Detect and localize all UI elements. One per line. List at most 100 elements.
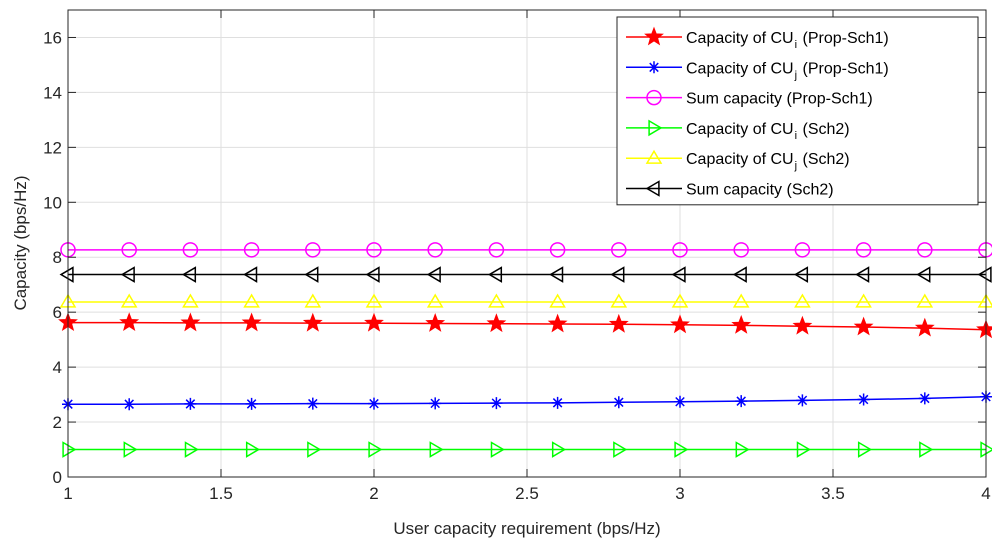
data-point (368, 397, 380, 410)
data-point (792, 315, 813, 335)
data-point (365, 266, 380, 283)
data-point (486, 313, 507, 333)
legend-label-main: Sum capacity (Prop-Sch1) (686, 91, 873, 108)
data-point (547, 313, 568, 333)
data-point (549, 266, 564, 283)
legend-entry: Capacity of CUi (Prop-Sch1) (626, 26, 889, 51)
legend: Capacity of CUi (Prop-Sch1)Capacity of C… (616, 16, 979, 206)
data-point (119, 312, 140, 332)
x-axis-label: User capacity requirement (bps/Hz) (393, 519, 660, 538)
data-point (794, 242, 811, 258)
legend-label: Capacity of CUi (Sch2) (686, 121, 850, 142)
data-point (551, 396, 564, 409)
data-point (241, 312, 262, 332)
data-point (304, 266, 319, 283)
data-point (674, 395, 686, 408)
data-point (182, 293, 199, 308)
data-point (365, 293, 383, 308)
data-point (306, 397, 319, 410)
data-point (732, 293, 750, 308)
data-point (426, 293, 444, 308)
legend-label-tail: (Prop-Sch1) (798, 60, 889, 77)
data-point (549, 242, 566, 258)
legend-label-main: Capacity of CU (686, 121, 794, 138)
legend-label-subscript: i (795, 39, 797, 51)
data-point (735, 395, 748, 408)
y-tick-label: 12 (43, 138, 62, 157)
data-point (549, 293, 566, 308)
data-point (980, 441, 992, 458)
data-point (184, 441, 199, 458)
data-point (307, 441, 322, 458)
y-tick-label: 14 (43, 83, 62, 102)
legend-entry: Sum capacity (Sch2) (626, 180, 834, 199)
data-point (914, 317, 935, 337)
data-point (490, 441, 505, 458)
data-point (181, 266, 197, 283)
legend-entry: Capacity of CUi (Sch2) (626, 119, 850, 142)
legend-label: Sum capacity (Prop-Sch1) (686, 91, 873, 108)
data-point (670, 314, 690, 334)
legend-label-tail: (Sch2) (798, 121, 850, 138)
legend-label-main: Capacity of CU (686, 60, 794, 77)
data-point (610, 293, 628, 308)
data-point (608, 313, 629, 333)
data-point (62, 441, 77, 458)
legend-marker (646, 89, 662, 106)
data-point (487, 266, 503, 283)
legend-label-subscript: j (794, 69, 797, 81)
legend-label-main: Capacity of CU (686, 30, 794, 47)
legend-label: Sum capacity (Sch2) (686, 182, 834, 199)
data-point (612, 396, 625, 409)
legend-entry: Capacity of CUj (Sch2) (626, 149, 850, 172)
data-point (121, 242, 137, 258)
legend-marker (648, 61, 660, 74)
data-point (59, 266, 74, 283)
data-point (731, 314, 752, 334)
data-point (429, 441, 444, 458)
y-tick-label: 10 (43, 193, 62, 212)
data-point (796, 441, 811, 458)
legend-box (616, 16, 979, 206)
legend-label-subscript: i (795, 130, 797, 142)
legend-label-tail: (Sch2) (798, 151, 850, 168)
y-tick-label: 4 (53, 358, 62, 377)
series-5 (59, 266, 992, 283)
data-point (243, 242, 260, 258)
x-tick-label: 1.5 (209, 484, 233, 503)
legend-label-tail: (Prop-Sch1) (798, 30, 889, 47)
data-point (611, 242, 627, 258)
legend-entry: Sum capacity (Prop-Sch1) (626, 89, 873, 108)
data-point (855, 293, 872, 308)
y-axis-label: Capacity (bps/Hz) (11, 175, 30, 310)
data-point (551, 441, 567, 458)
data-point (426, 266, 441, 283)
data-point (613, 441, 628, 458)
data-point (671, 266, 686, 283)
data-point (793, 266, 809, 283)
data-point (182, 242, 199, 258)
data-point (916, 293, 934, 308)
data-point (733, 242, 749, 258)
x-tick-label: 2 (369, 484, 378, 503)
legend-marker (645, 149, 663, 164)
data-point (304, 293, 322, 308)
legend-entry: Capacity of CUj (Prop-Sch1) (626, 60, 889, 81)
data-point (427, 242, 443, 258)
series-line (68, 396, 987, 405)
data-point (855, 242, 872, 258)
data-point (853, 316, 874, 336)
data-point (364, 312, 384, 332)
data-point (366, 242, 382, 258)
legend-label: Capacity of CUj (Sch2) (686, 151, 850, 172)
legend-label: Capacity of CUj (Prop-Sch1) (686, 60, 889, 81)
data-point (120, 266, 135, 283)
data-point (429, 397, 442, 410)
data-point (919, 441, 934, 458)
data-point (123, 398, 136, 411)
legend-label-main: Sum capacity (Sch2) (686, 182, 834, 199)
data-point (671, 293, 689, 308)
data-point (243, 293, 260, 308)
data-point (368, 441, 383, 458)
